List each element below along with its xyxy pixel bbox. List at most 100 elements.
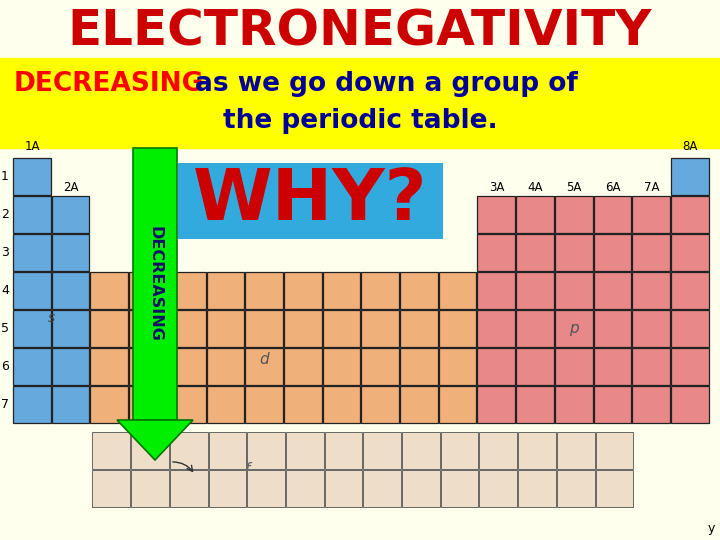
Bar xyxy=(247,432,285,469)
Text: DECREASING: DECREASING xyxy=(14,71,204,97)
Bar xyxy=(593,234,631,271)
Bar xyxy=(477,234,515,271)
Bar xyxy=(168,386,205,423)
Bar xyxy=(593,348,631,385)
Text: WHY?: WHY? xyxy=(193,166,428,235)
Bar xyxy=(557,470,595,507)
Bar xyxy=(207,348,244,385)
Bar xyxy=(632,386,670,423)
Bar xyxy=(480,470,517,507)
Text: y: y xyxy=(708,522,715,535)
Bar xyxy=(441,432,478,469)
Bar xyxy=(557,432,595,469)
Bar xyxy=(518,432,556,469)
Bar xyxy=(168,272,205,309)
Bar xyxy=(13,310,50,347)
Text: 7A: 7A xyxy=(644,181,660,194)
Bar xyxy=(52,348,89,385)
Bar xyxy=(131,432,168,469)
Text: ELECTRONEGATIVITY: ELECTRONEGATIVITY xyxy=(68,8,652,56)
Bar xyxy=(207,272,244,309)
Bar xyxy=(323,310,360,347)
Bar xyxy=(91,348,128,385)
Bar xyxy=(52,310,89,347)
Bar xyxy=(361,348,399,385)
Text: 2: 2 xyxy=(1,208,9,221)
Bar xyxy=(129,272,167,309)
Bar xyxy=(400,386,438,423)
Bar xyxy=(91,272,128,309)
Bar xyxy=(13,272,50,309)
Bar xyxy=(400,272,438,309)
Bar xyxy=(170,432,207,469)
Bar xyxy=(477,348,515,385)
Bar xyxy=(246,386,283,423)
Bar xyxy=(438,386,477,423)
Bar xyxy=(13,348,50,385)
Bar xyxy=(207,310,244,347)
Bar xyxy=(246,348,283,385)
Bar xyxy=(170,470,207,507)
Bar xyxy=(209,432,246,469)
Bar xyxy=(400,310,438,347)
Bar xyxy=(52,272,89,309)
Bar xyxy=(438,310,477,347)
Bar xyxy=(246,272,283,309)
Bar xyxy=(92,470,130,507)
Bar xyxy=(480,432,517,469)
Bar xyxy=(671,158,708,195)
Bar xyxy=(361,386,399,423)
Bar xyxy=(323,272,360,309)
Bar xyxy=(286,470,323,507)
Bar xyxy=(129,310,167,347)
Bar xyxy=(52,234,89,271)
Bar xyxy=(516,348,554,385)
Bar xyxy=(671,310,708,347)
Bar xyxy=(438,272,477,309)
Bar xyxy=(91,310,128,347)
Bar xyxy=(438,348,477,385)
Bar xyxy=(593,196,631,233)
Bar xyxy=(168,310,205,347)
Bar xyxy=(516,234,554,271)
Bar xyxy=(595,470,633,507)
Bar xyxy=(593,310,631,347)
Text: DECREASING: DECREASING xyxy=(148,226,163,342)
Bar xyxy=(632,310,670,347)
Bar xyxy=(555,310,593,347)
Text: 3: 3 xyxy=(1,246,9,260)
Text: the periodic table.: the periodic table. xyxy=(222,108,498,134)
Bar xyxy=(402,470,440,507)
Text: f: f xyxy=(245,462,250,477)
Bar xyxy=(595,432,633,469)
Text: 6: 6 xyxy=(1,361,9,374)
Bar xyxy=(133,148,177,420)
Bar xyxy=(555,348,593,385)
Bar xyxy=(671,348,708,385)
Text: 5A: 5A xyxy=(567,181,582,194)
Bar xyxy=(441,470,478,507)
Bar xyxy=(168,348,205,385)
Bar xyxy=(632,234,670,271)
Bar xyxy=(555,196,593,233)
Bar xyxy=(555,272,593,309)
Text: 6A: 6A xyxy=(605,181,621,194)
Text: 4: 4 xyxy=(1,285,9,298)
Bar xyxy=(516,310,554,347)
Bar xyxy=(13,158,50,195)
Bar xyxy=(323,348,360,385)
Bar xyxy=(477,310,515,347)
Text: 7: 7 xyxy=(1,399,9,411)
Bar xyxy=(129,348,167,385)
Text: s: s xyxy=(48,310,55,325)
Text: 2A: 2A xyxy=(63,181,78,194)
Text: 5: 5 xyxy=(1,322,9,335)
Bar xyxy=(477,386,515,423)
Bar xyxy=(364,470,401,507)
Bar xyxy=(284,310,322,347)
Text: d: d xyxy=(260,352,269,367)
Bar xyxy=(361,272,399,309)
Text: 4A: 4A xyxy=(528,181,543,194)
Bar xyxy=(632,196,670,233)
Bar xyxy=(52,196,89,233)
